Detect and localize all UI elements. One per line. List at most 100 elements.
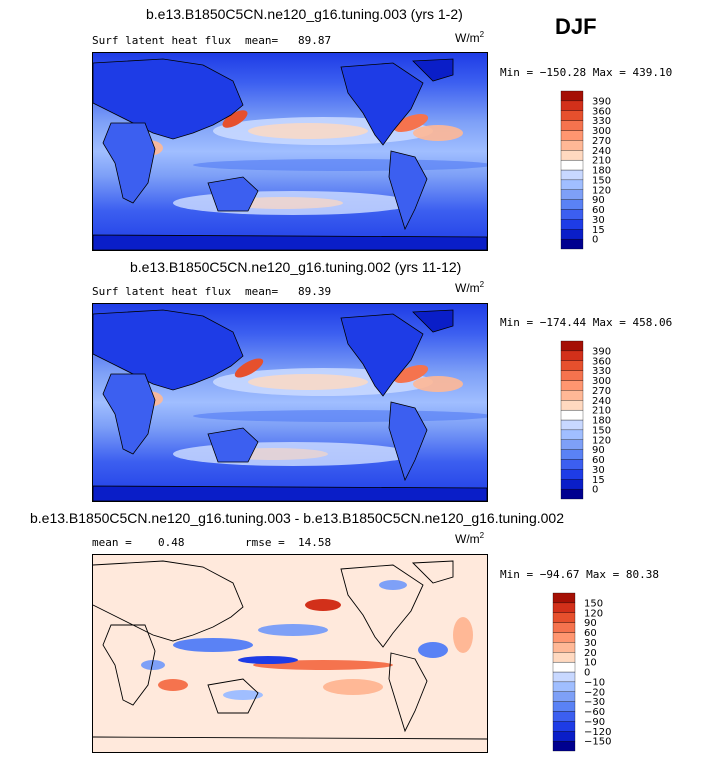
colorbar-swatch: [560, 110, 584, 121]
panel-1-map: [92, 52, 488, 251]
colorbar-swatch: [552, 632, 576, 643]
colorbar-swatch: [560, 90, 584, 102]
colorbar-swatch: [560, 370, 584, 381]
colorbar-swatch: [552, 740, 576, 752]
colorbar-swatch: [560, 229, 584, 240]
colorbar-tick-label: 210: [592, 406, 611, 417]
colorbar-tick-label: 60: [584, 628, 597, 639]
colorbar-swatch: [560, 409, 584, 421]
colorbar-swatch: [560, 100, 584, 111]
colorbar-swatch: [552, 612, 576, 623]
colorbar-tick-label: −90: [584, 717, 605, 728]
colorbar-tick-label: 10: [584, 658, 597, 669]
colorbar-swatch: [560, 238, 584, 250]
colorbar-swatch: [560, 429, 584, 440]
colorbar-swatch: [552, 661, 576, 673]
colorbar-swatch: [560, 449, 584, 460]
colorbar-tick-label: 120: [592, 435, 611, 446]
colorbar-swatch: [560, 350, 584, 361]
colorbar-swatch: [552, 642, 576, 653]
colorbar-swatch: [552, 592, 576, 604]
panel-2-mean-value: 89.39: [298, 285, 332, 298]
colorbar-tick-label: 360: [592, 106, 611, 117]
colorbar-tick-label: 120: [592, 185, 611, 196]
colorbar-swatch: [560, 380, 584, 391]
panel-3-rmse-value: 14.58: [298, 536, 332, 549]
colorbar-swatch: [560, 209, 584, 220]
colorbar-swatch: [552, 622, 576, 633]
colorbar-tick-label: 30: [592, 465, 605, 476]
panel-2-minmax: Min = −174.44 Max = 458.06: [500, 316, 673, 329]
colorbar-swatch: [560, 340, 584, 352]
season-label: DJF: [555, 14, 597, 39]
colorbar-swatch: [560, 439, 584, 450]
panel-2-colorbar: 0 15 30 60 90 120 150 180 210 240 270 300 330 360 390: [560, 340, 620, 500]
colorbar-tick-label: −60: [584, 707, 605, 718]
panel-2-variable-label: Surf latent heat flux: [92, 285, 232, 298]
colorbar-swatch: [552, 701, 576, 712]
panel-3-mean-label: mean =: [92, 536, 132, 549]
colorbar-swatch: [552, 602, 576, 613]
colorbar-tick-label: −20: [584, 687, 605, 698]
colorbar-swatch: [552, 711, 576, 722]
panel-2-mean-label: mean=: [245, 285, 279, 298]
colorbar-tick-label: 150: [584, 598, 603, 609]
colorbar-tick-label: 150: [592, 175, 611, 186]
panel-3-units: W/m2: [455, 531, 485, 546]
colorbar-swatch: [560, 400, 584, 411]
colorbar-swatch: [552, 731, 576, 742]
colorbar-tick-label: −10: [584, 677, 605, 688]
colorbar-tick-label: 15: [592, 225, 605, 236]
colorbar-swatch: [560, 390, 584, 401]
colorbar-tick-label: 60: [592, 205, 605, 216]
colorbar-tick-label: 390: [592, 346, 611, 357]
panel-1-minmax: Min = −150.28 Max = 439.10: [500, 66, 673, 79]
colorbar-swatch: [560, 199, 584, 210]
colorbar-tick-label: 0: [592, 235, 598, 246]
colorbar-tick-label: 0: [584, 668, 590, 679]
colorbar-tick-label: 240: [592, 146, 611, 157]
colorbar-tick-label: −150: [584, 737, 611, 748]
colorbar-swatch: [560, 459, 584, 470]
colorbar-swatch: [560, 140, 584, 151]
panel-3-mean-value: 0.48: [158, 536, 185, 549]
colorbar-tick-label: 390: [592, 96, 611, 107]
colorbar-swatch: [560, 219, 584, 230]
panel-1-mean-value: 89.87: [298, 34, 332, 47]
panel-3-colorbar: −150 −120 −90 −60 −30 −20 −10 0 10 20 30 60 90 120 150: [552, 592, 622, 752]
colorbar-swatch: [560, 488, 584, 500]
colorbar-tick-label: 270: [592, 386, 611, 397]
colorbar-tick-label: −120: [584, 727, 611, 738]
panel-3-rmse-label: rmse =: [245, 536, 285, 549]
panel-2-title: b.e13.B1850C5CN.ne120_g16.tuning.002 (yr…: [130, 259, 462, 275]
colorbar-tick-label: 120: [584, 608, 603, 619]
panel-1-units: W/m2: [455, 30, 485, 45]
colorbar-tick-label: 90: [592, 195, 605, 206]
colorbar-swatch: [560, 150, 584, 161]
colorbar-tick-label: 150: [592, 425, 611, 436]
colorbar-swatch: [560, 179, 584, 190]
colorbar-swatch: [552, 671, 576, 683]
colorbar-swatch: [560, 479, 584, 490]
colorbar-tick-label: 20: [584, 648, 597, 659]
colorbar-swatch: [560, 360, 584, 371]
colorbar-tick-label: 240: [592, 396, 611, 407]
colorbar-tick-label: 30: [584, 638, 597, 649]
colorbar-swatch: [560, 159, 584, 171]
panel-2-units: W/m2: [455, 280, 485, 295]
colorbar-tick-label: 30: [592, 215, 605, 226]
colorbar-swatch: [560, 120, 584, 131]
colorbar-tick-label: 180: [592, 166, 611, 177]
panel-1-colorbar: 0 15 30 60 90 120 150 180 210 240 270 300 330 360 390: [560, 90, 620, 250]
colorbar-tick-label: 210: [592, 156, 611, 167]
colorbar-tick-label: 270: [592, 136, 611, 147]
colorbar-swatch: [552, 691, 576, 702]
colorbar-tick-label: 0: [592, 485, 598, 496]
colorbar-swatch: [560, 469, 584, 480]
panel-3-map: [92, 554, 488, 753]
colorbar-tick-label: 330: [592, 116, 611, 127]
colorbar-tick-label: −30: [584, 697, 605, 708]
colorbar-swatch: [552, 721, 576, 732]
colorbar-tick-label: 360: [592, 356, 611, 367]
colorbar-tick-label: 300: [592, 376, 611, 387]
